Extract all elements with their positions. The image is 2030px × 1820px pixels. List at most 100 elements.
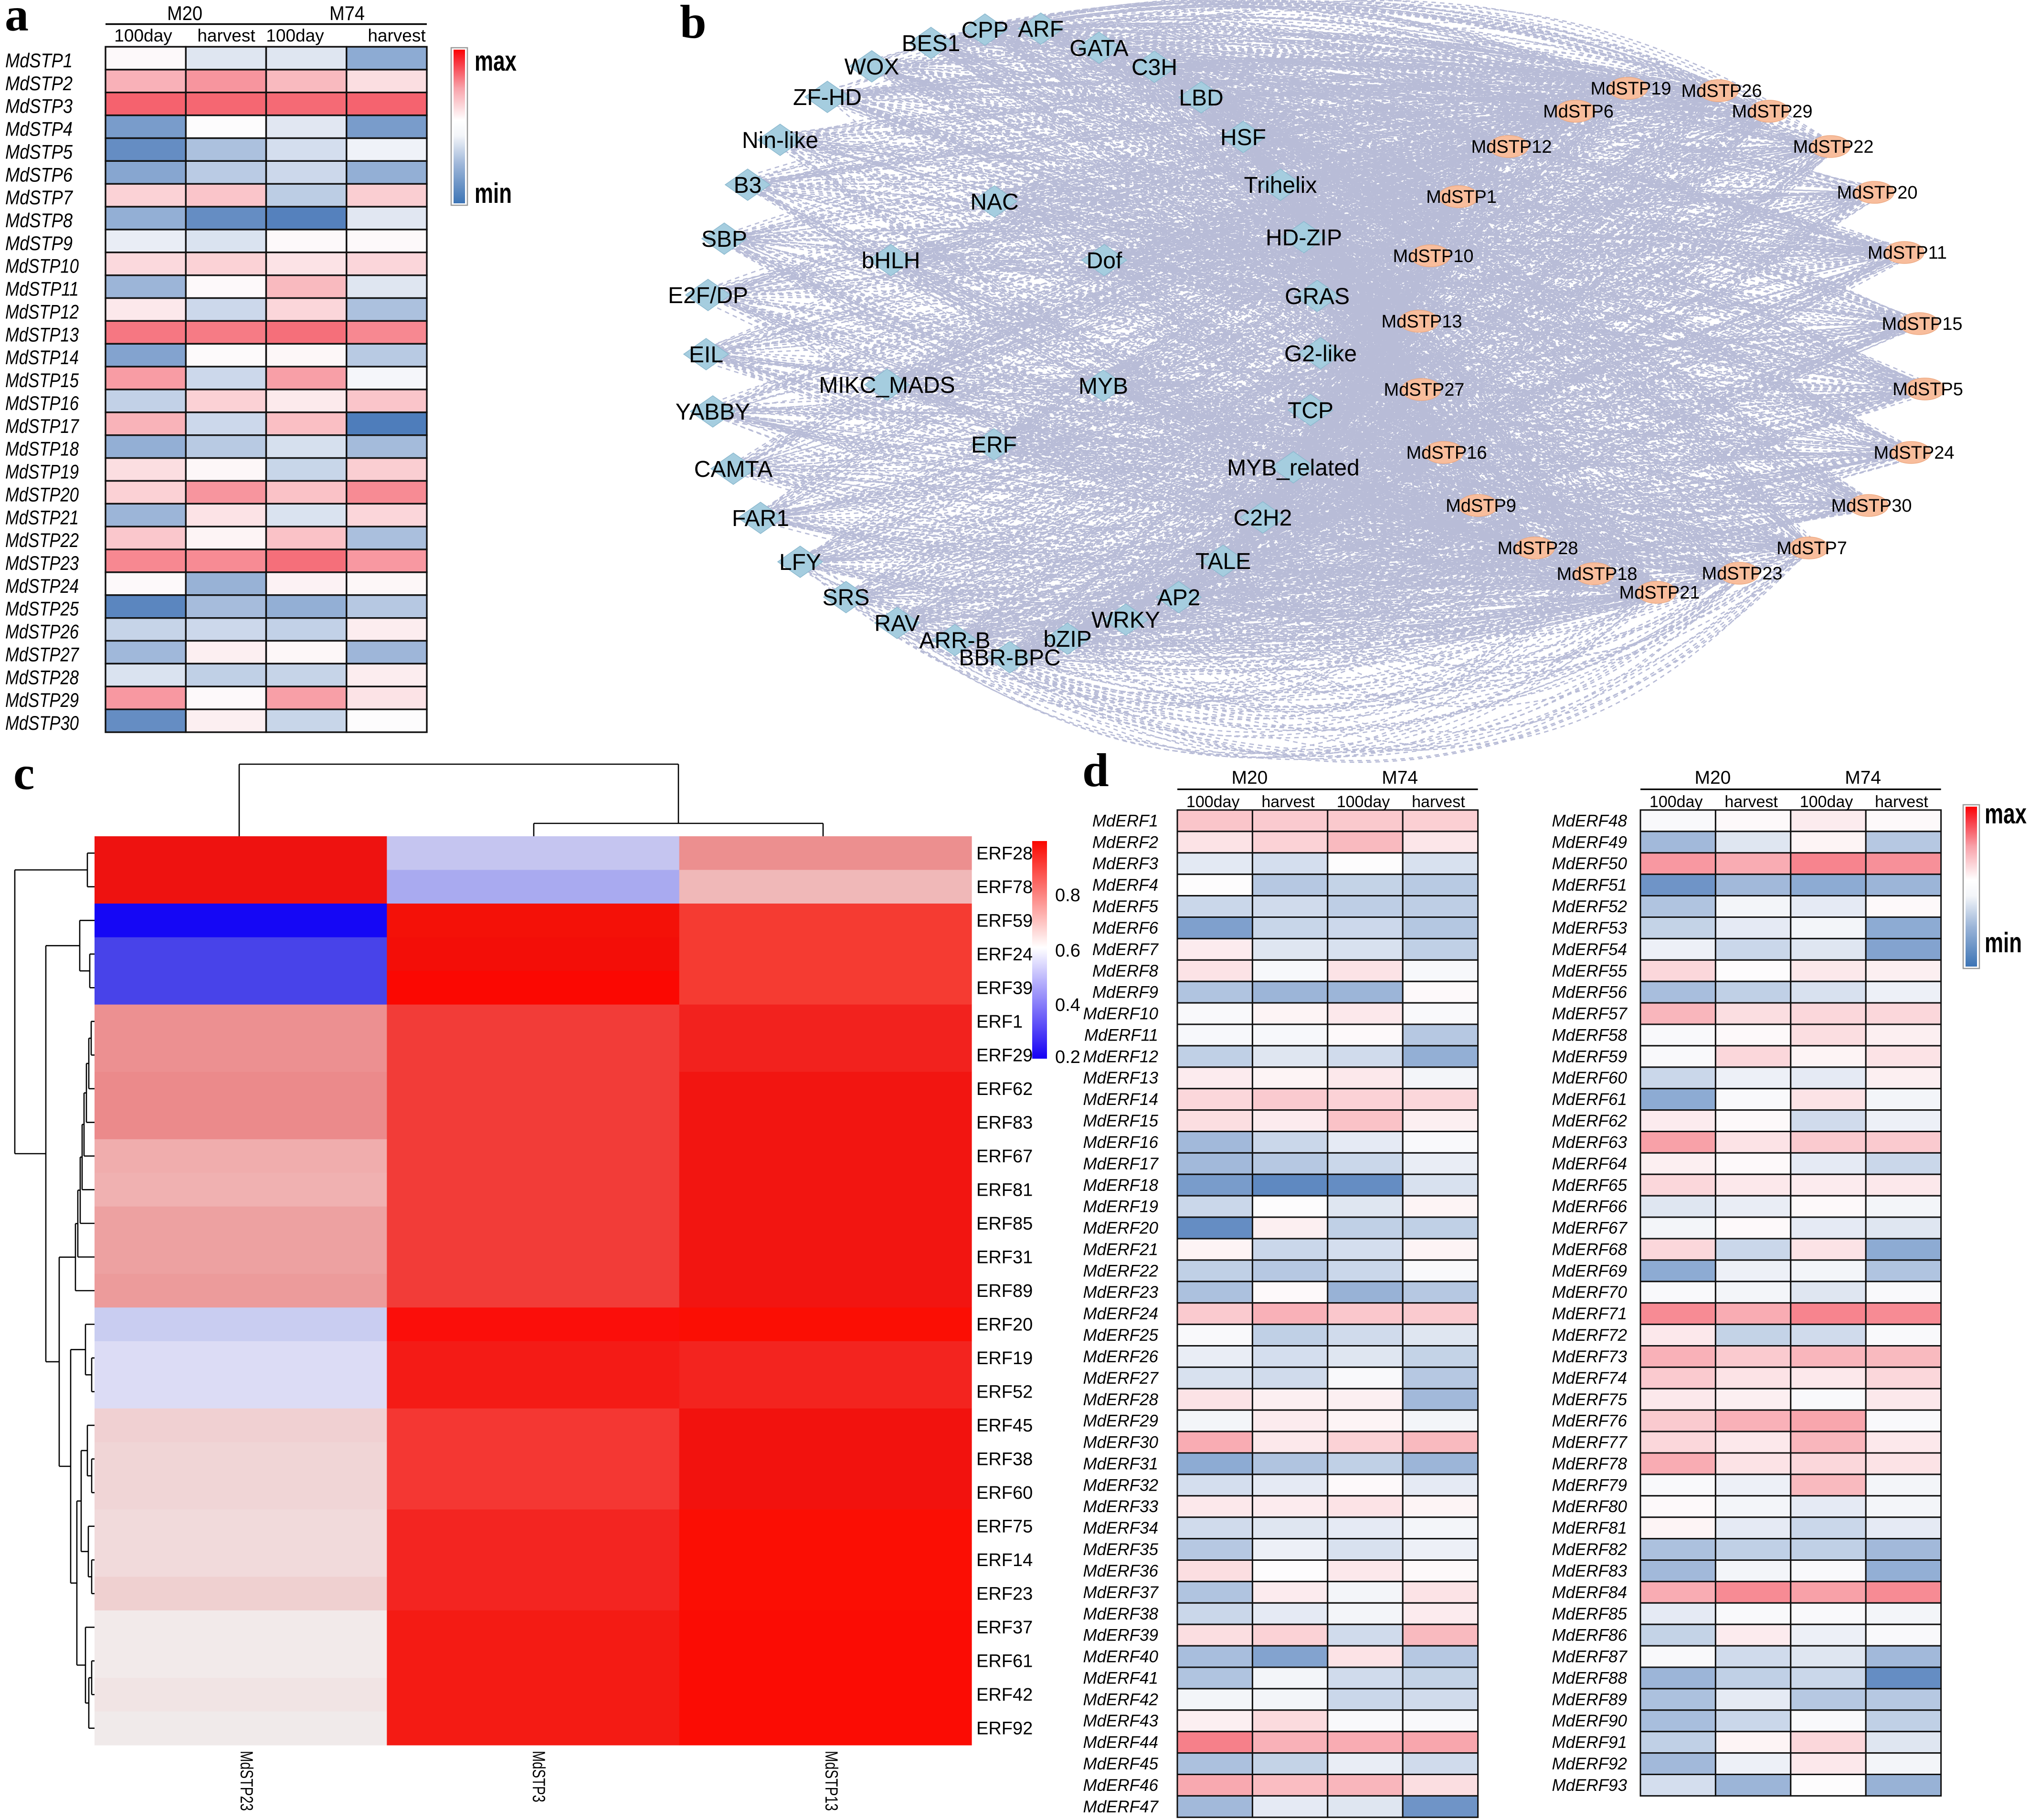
- svg-text:MdERF32: MdERF32: [1083, 1476, 1158, 1494]
- svg-text:MdERF55: MdERF55: [1552, 962, 1627, 980]
- svg-text:MdERF78: MdERF78: [1552, 1454, 1627, 1473]
- svg-text:MdERF67: MdERF67: [1552, 1219, 1628, 1238]
- svg-text:MdSTP16: MdSTP16: [1406, 443, 1487, 463]
- svg-text:TALE: TALE: [1195, 549, 1251, 574]
- svg-text:MdERF75: MdERF75: [1552, 1390, 1627, 1409]
- svg-text:MdERF1: MdERF1: [1092, 812, 1158, 831]
- svg-text:ERF39: ERF39: [976, 978, 1033, 998]
- svg-text:MdSTP12: MdSTP12: [1471, 137, 1552, 157]
- svg-text:M74: M74: [1382, 768, 1418, 788]
- svg-text:MdSTP11: MdSTP11: [1868, 243, 1947, 263]
- svg-text:MdSTP30: MdSTP30: [1831, 496, 1912, 516]
- svg-text:ARF: ARF: [1018, 17, 1064, 42]
- svg-text:MYB: MYB: [1078, 374, 1128, 399]
- svg-text:MdERF36: MdERF36: [1083, 1562, 1158, 1580]
- svg-text:100day: 100day: [1800, 793, 1853, 811]
- svg-text:MdERF14: MdERF14: [1083, 1090, 1158, 1109]
- svg-text:MdSTP19: MdSTP19: [1591, 79, 1671, 99]
- svg-text:WRKY: WRKY: [1091, 608, 1160, 633]
- svg-text:MdERF70: MdERF70: [1552, 1283, 1627, 1302]
- svg-text:MdSTP27: MdSTP27: [1384, 380, 1465, 400]
- svg-text:MdSTP23: MdSTP23: [237, 1751, 256, 1811]
- svg-text:ERF42: ERF42: [976, 1685, 1033, 1705]
- svg-text:ERF75: ERF75: [976, 1517, 1033, 1537]
- svg-text:MdSTP12: MdSTP12: [5, 301, 79, 323]
- svg-text:MdERF21: MdERF21: [1083, 1240, 1158, 1259]
- svg-text:MdERF7: MdERF7: [1092, 940, 1159, 959]
- svg-text:MdSTP10: MdSTP10: [1393, 246, 1474, 266]
- svg-text:MdERF6: MdERF6: [1092, 919, 1159, 937]
- svg-text:MdERF29: MdERF29: [1083, 1412, 1158, 1431]
- svg-text:MdERF37: MdERF37: [1083, 1583, 1159, 1602]
- svg-text:MdERF92: MdERF92: [1552, 1755, 1627, 1773]
- svg-text:MdSTP29: MdSTP29: [1732, 102, 1813, 122]
- svg-text:MdSTP7: MdSTP7: [5, 186, 73, 209]
- svg-text:ERF61: ERF61: [976, 1652, 1033, 1672]
- svg-text:MdERF74: MdERF74: [1552, 1369, 1627, 1388]
- svg-text:100day: 100day: [266, 26, 324, 45]
- svg-text:MdERF83: MdERF83: [1552, 1562, 1627, 1580]
- svg-text:ERF60: ERF60: [976, 1483, 1033, 1503]
- svg-text:0.8: 0.8: [1055, 885, 1080, 905]
- svg-text:MdERF89: MdERF89: [1552, 1690, 1627, 1709]
- svg-text:harvest: harvest: [1261, 793, 1315, 811]
- svg-text:MdERF59: MdERF59: [1552, 1047, 1627, 1066]
- svg-text:MdSTP13: MdSTP13: [822, 1751, 841, 1811]
- svg-text:CAMTA: CAMTA: [694, 457, 772, 482]
- svg-text:MdSTP18: MdSTP18: [5, 438, 79, 460]
- svg-text:MdERF56: MdERF56: [1552, 983, 1627, 1002]
- svg-text:MdSTP19: MdSTP19: [5, 461, 79, 483]
- svg-text:MdERF33: MdERF33: [1083, 1497, 1158, 1516]
- svg-text:MdSTP15: MdSTP15: [5, 369, 79, 391]
- svg-text:ERF: ERF: [971, 432, 1017, 458]
- svg-text:MdERF66: MdERF66: [1552, 1198, 1627, 1216]
- svg-text:max: max: [475, 45, 517, 77]
- svg-text:MdSTP9: MdSTP9: [5, 232, 73, 254]
- svg-text:a: a: [5, 0, 29, 41]
- svg-text:MdERF23: MdERF23: [1083, 1283, 1158, 1302]
- svg-text:MdSTP5: MdSTP5: [5, 140, 73, 163]
- svg-text:MdERF93: MdERF93: [1552, 1776, 1627, 1795]
- svg-text:MdSTP28: MdSTP28: [5, 666, 79, 688]
- svg-text:MdERF69: MdERF69: [1552, 1262, 1627, 1280]
- svg-text:MdERF40: MdERF40: [1083, 1648, 1158, 1666]
- svg-text:MdSTP4: MdSTP4: [5, 118, 73, 140]
- svg-text:M20: M20: [1231, 768, 1268, 788]
- svg-text:GRAS: GRAS: [1285, 284, 1350, 309]
- svg-text:HSF: HSF: [1220, 125, 1266, 150]
- svg-text:MdERF9: MdERF9: [1092, 983, 1158, 1002]
- svg-text:MdERF44: MdERF44: [1083, 1733, 1158, 1752]
- svg-text:ERF78: ERF78: [976, 877, 1033, 897]
- svg-text:MdSTP1: MdSTP1: [1426, 187, 1497, 207]
- svg-text:MdERF73: MdERF73: [1552, 1347, 1627, 1366]
- svg-text:MdERF48: MdERF48: [1552, 812, 1627, 831]
- svg-text:MdERF10: MdERF10: [1083, 1005, 1158, 1023]
- svg-text:MdSTP29: MdSTP29: [5, 689, 79, 711]
- svg-text:MdERF45: MdERF45: [1083, 1755, 1158, 1773]
- svg-text:harvest: harvest: [197, 26, 255, 45]
- svg-text:MdERF30: MdERF30: [1083, 1433, 1158, 1452]
- svg-text:MdERF46: MdERF46: [1083, 1776, 1158, 1795]
- svg-text:E2F/DP: E2F/DP: [668, 283, 748, 308]
- svg-text:MdERF77: MdERF77: [1552, 1433, 1628, 1452]
- svg-text:ZF-HD: ZF-HD: [793, 85, 862, 110]
- svg-text:MdERF11: MdERF11: [1084, 1026, 1158, 1044]
- svg-text:MdERF27: MdERF27: [1083, 1369, 1159, 1388]
- svg-text:ERF85: ERF85: [976, 1214, 1033, 1234]
- svg-text:MdSTP26: MdSTP26: [1681, 81, 1762, 101]
- svg-text:MdERF79: MdERF79: [1552, 1476, 1627, 1494]
- svg-text:MdERF20: MdERF20: [1083, 1219, 1158, 1238]
- svg-text:C2H2: C2H2: [1234, 505, 1292, 531]
- svg-text:BES1: BES1: [902, 31, 961, 56]
- svg-text:MdERF41: MdERF41: [1083, 1669, 1158, 1687]
- svg-text:MdERF38: MdERF38: [1083, 1605, 1158, 1623]
- svg-text:MdERF63: MdERF63: [1552, 1133, 1627, 1152]
- svg-text:Dof: Dof: [1087, 248, 1122, 274]
- svg-text:MdERF49: MdERF49: [1552, 833, 1627, 852]
- svg-text:EIL: EIL: [689, 342, 723, 368]
- svg-text:MdERF71: MdERF71: [1552, 1305, 1627, 1323]
- svg-text:ERF19: ERF19: [976, 1348, 1033, 1368]
- svg-text:C3H: C3H: [1131, 55, 1177, 80]
- svg-text:ERF89: ERF89: [976, 1281, 1033, 1301]
- svg-text:MdERF84: MdERF84: [1552, 1583, 1627, 1602]
